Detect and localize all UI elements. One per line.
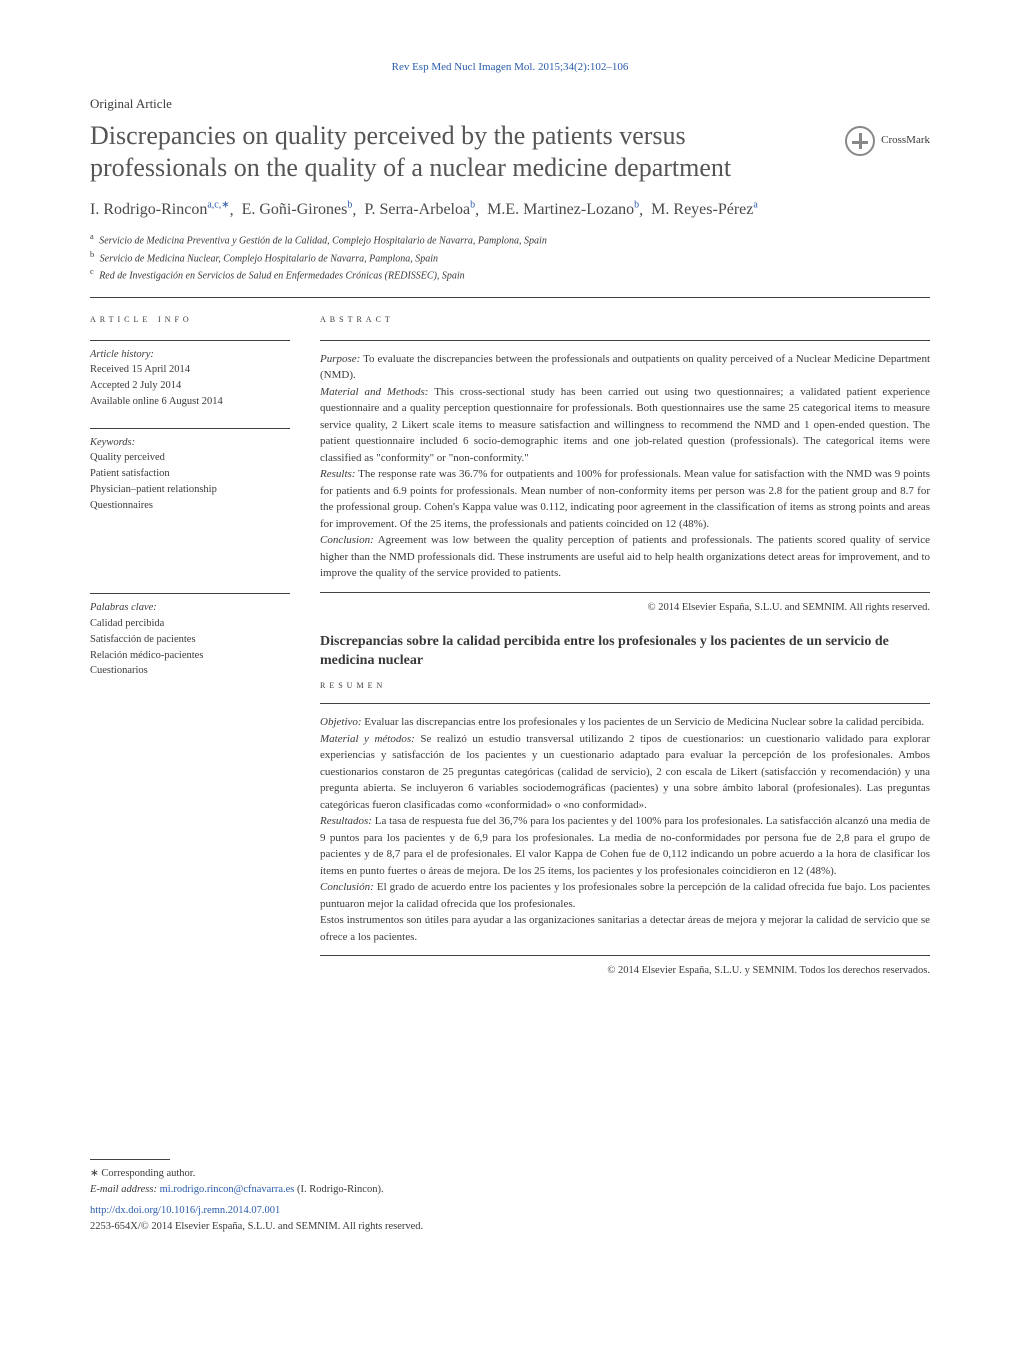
article-info-heading: ARTICLE INFO <box>90 312 290 327</box>
keywords-title: Keywords: <box>90 435 290 451</box>
keyword-item: Quality perceived <box>90 450 290 466</box>
crossmark-icon <box>845 126 875 156</box>
objetivo-text: Evaluar las discrepancias entre los prof… <box>364 716 924 728</box>
results-label: Results: <box>320 468 355 480</box>
resumen-heading: RESUMEN <box>320 678 930 693</box>
palabras-title: Palabras clave: <box>90 600 290 616</box>
resumen-extra: Estos instrumentos son útiles para ayuda… <box>320 914 930 943</box>
conclusion-es-label: Conclusión: <box>320 881 374 893</box>
affiliations: a Servicio de Medicina Preventiva y Gest… <box>90 231 930 283</box>
methods-label: Material and Methods: <box>320 386 428 398</box>
affiliation: c Red de Investigación en Servicios de S… <box>90 266 930 283</box>
keyword-item: Patient satisfaction <box>90 466 290 482</box>
results-text: The response rate was 36.7% for outpatie… <box>320 468 930 530</box>
conclusion-label: Conclusion: <box>320 534 374 546</box>
palabras-clave-box: Palabras clave: Calidad percibidaSatisfa… <box>90 593 290 679</box>
author: I. Rodrigo-Rincona,c,∗ <box>90 201 230 218</box>
corresponding-name: (I. Rodrigo-Rincon). <box>297 1184 384 1195</box>
palabra-clave-item: Satisfacción de pacientes <box>90 632 290 648</box>
abstract-body: Purpose: To evaluate the discrepancies b… <box>320 340 930 582</box>
resultados-text: La tasa de respuesta fue del 36,7% para … <box>320 815 930 877</box>
article-type: Original Article <box>90 95 930 113</box>
email-label: E-mail address: <box>90 1184 157 1195</box>
history-title: Article history: <box>90 347 290 363</box>
keyword-item: Physician–patient relationship <box>90 482 290 498</box>
crossmark-badge[interactable]: CrossMark <box>845 126 930 156</box>
author: P. Serra-Arbeloab <box>364 201 475 218</box>
copyright-en: © 2014 Elsevier España, S.L.U. and SEMNI… <box>320 592 930 616</box>
palabra-clave-item: Relación médico-pacientes <box>90 648 290 664</box>
author: M.E. Martinez-Lozanob <box>487 201 639 218</box>
keyword-item: Questionnaires <box>90 498 290 514</box>
article-title: Discrepancies on quality perceived by th… <box>90 120 845 185</box>
palabra-clave-item: Calidad percibida <box>90 616 290 632</box>
corresponding-author-label: ∗ Corresponding author. <box>90 1166 930 1182</box>
purpose-label: Purpose: <box>320 353 360 365</box>
footer-copyright: 2253-654X/© 2014 Elsevier España, S.L.U.… <box>90 1219 930 1235</box>
author: E. Goñi-Gironesb <box>242 201 353 218</box>
journal-reference: Rev Esp Med Nucl Imagen Mol. 2015;34(2):… <box>90 60 930 75</box>
abstract-heading: ABSTRACT <box>320 312 930 327</box>
corresponding-email[interactable]: mi.rodrigo.rincon@cfnavarra.es <box>160 1184 295 1195</box>
author: M. Reyes-Péreza <box>651 201 758 218</box>
history-received: Received 15 April 2014 <box>90 362 290 378</box>
divider <box>90 297 930 298</box>
conclusion-text: Agreement was low between the quality pe… <box>320 534 930 579</box>
doi-link[interactable]: http://dx.doi.org/10.1016/j.remn.2014.07… <box>90 1203 930 1219</box>
keywords-box: Keywords: Quality perceivedPatient satis… <box>90 428 290 514</box>
spanish-title: Discrepancias sobre la calidad percibida… <box>320 633 930 669</box>
objetivo-label: Objetivo: <box>320 716 362 728</box>
material-label: Material y métodos: <box>320 733 415 745</box>
resultados-label: Resultados: <box>320 815 372 827</box>
copyright-es: © 2014 Elsevier España, S.L.U. y SEMNIM.… <box>320 955 930 979</box>
crossmark-label: CrossMark <box>881 133 930 148</box>
article-history: Article history: Received 15 April 2014 … <box>90 340 290 410</box>
resumen-body: Objetivo: Evaluar las discrepancias entr… <box>320 703 930 945</box>
purpose-text: To evaluate the discrepancies between th… <box>320 353 930 382</box>
palabra-clave-item: Cuestionarios <box>90 663 290 679</box>
affiliation: b Servicio de Medicina Nuclear, Complejo… <box>90 249 930 266</box>
authors-list: I. Rodrigo-Rincona,c,∗, E. Goñi-Gironesb… <box>90 199 930 222</box>
conclusion-es-text: El grado de acuerdo entre los pacientes … <box>320 881 930 910</box>
affiliation: a Servicio de Medicina Preventiva y Gest… <box>90 231 930 248</box>
footer-block: ∗ Corresponding author. E-mail address: … <box>90 1159 930 1235</box>
history-accepted: Accepted 2 July 2014 <box>90 378 290 394</box>
history-online: Available online 6 August 2014 <box>90 394 290 410</box>
